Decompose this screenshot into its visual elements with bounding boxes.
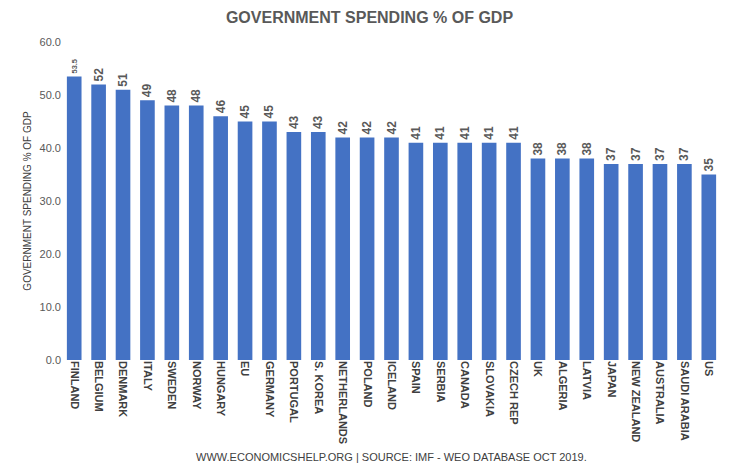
svg-text:ITALY: ITALY [142,361,154,392]
svg-text:42: 42 [336,121,350,135]
svg-text:41: 41 [409,126,423,140]
svg-text:US: US [703,361,715,376]
svg-text:60.0: 60.0 [40,36,61,48]
svg-text:37: 37 [677,147,691,161]
svg-text:38: 38 [555,142,569,156]
svg-text:SLOVAKIA: SLOVAKIA [484,361,496,417]
svg-text:37: 37 [604,147,618,161]
svg-text:FINLAND: FINLAND [69,361,81,409]
svg-text:GOVERNMENT SPENDING % OF GDP: GOVERNMENT SPENDING % OF GDP [226,9,513,26]
svg-text:37: 37 [629,147,643,161]
svg-text:LATVIA: LATVIA [581,361,593,400]
svg-text:35: 35 [702,158,716,172]
svg-text:NEW ZEALAND: NEW ZEALAND [630,361,642,442]
svg-text:SWEDEN: SWEDEN [166,361,178,409]
svg-text:52: 52 [92,68,106,82]
svg-text:JAPAN: JAPAN [606,361,618,398]
svg-text:PORTUGAL: PORTUGAL [288,361,300,423]
svg-text:41: 41 [507,126,521,140]
svg-text:ICELAND: ICELAND [386,361,398,410]
svg-text:48: 48 [165,89,179,103]
svg-text:S. KOREA: S. KOREA [313,361,325,414]
svg-text:45: 45 [238,105,252,119]
svg-text:CANADA: CANADA [459,361,471,409]
svg-text:46: 46 [214,100,228,114]
svg-text:CZECH REP: CZECH REP [508,361,520,425]
svg-text:40.0: 40.0 [40,142,61,154]
svg-text:49: 49 [140,84,154,98]
svg-text:SERBIA: SERBIA [435,361,447,403]
svg-text:42: 42 [360,121,374,135]
svg-text:GOVERNMENT SPENDING % OF GDP: GOVERNMENT SPENDING % OF GDP [22,111,33,291]
svg-text:SAUDI ARABIA: SAUDI ARABIA [679,361,691,441]
svg-text:NETHERLANDS: NETHERLANDS [337,361,349,444]
svg-text:45: 45 [262,105,276,119]
svg-text:10.0: 10.0 [40,301,61,313]
svg-text:GERMANY: GERMANY [264,361,276,418]
svg-text:30.0: 30.0 [40,195,61,207]
svg-text:41: 41 [458,126,472,140]
svg-text:UK: UK [532,361,544,377]
svg-text:EU: EU [239,361,251,376]
svg-text:AUSTRALIA: AUSTRALIA [654,361,666,425]
svg-text:43: 43 [287,115,301,129]
svg-text:38: 38 [580,142,594,156]
svg-text:HUNGARY: HUNGARY [215,361,227,417]
svg-text:20.0: 20.0 [40,248,61,260]
svg-text:53.5: 53.5 [70,59,79,73]
svg-text:43: 43 [311,115,325,129]
svg-text:DENMARK: DENMARK [117,361,129,417]
svg-text:SPAIN: SPAIN [410,361,422,394]
svg-text:WWW.ECONOMICSHELP.ORG | SOURCE: WWW.ECONOMICSHELP.ORG | SOURCE: IMF - WE… [196,451,587,463]
svg-text:50.0: 50.0 [40,89,61,101]
svg-text:37: 37 [653,147,667,161]
svg-text:48: 48 [189,89,203,103]
svg-text:41: 41 [482,126,496,140]
svg-text:BELGIUM: BELGIUM [93,361,105,412]
svg-text:ALGERIA: ALGERIA [557,361,569,411]
svg-text:0.0: 0.0 [46,354,61,366]
svg-text:41: 41 [433,126,447,140]
svg-text:42: 42 [385,121,399,135]
svg-text:51: 51 [116,73,130,87]
svg-text:NORWAY: NORWAY [191,361,203,410]
svg-text:POLAND: POLAND [362,361,374,408]
svg-text:38: 38 [531,142,545,156]
